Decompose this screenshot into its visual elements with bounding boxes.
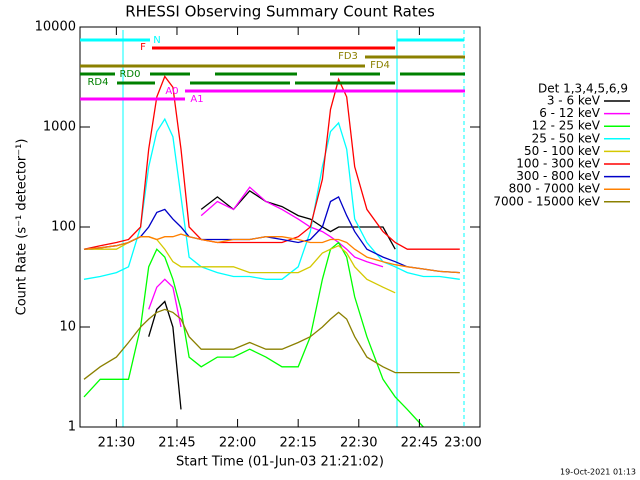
y-tick-label: 10000 — [35, 20, 76, 35]
y-tick-label: 100 — [51, 220, 76, 235]
plot-area — [83, 75, 460, 428]
x-tick-label: 22:15 — [279, 436, 316, 451]
x-axis-label: Start Time (01-Jun-03 21:21:02) — [176, 455, 384, 470]
x-tick-label: 22:30 — [340, 436, 377, 451]
flag-label: A1 — [190, 94, 203, 105]
legend-label: 25 - 50 keV — [532, 131, 601, 145]
flag-label: FD3 — [338, 51, 358, 62]
legend-label: 300 - 800 keV — [516, 169, 600, 183]
legend-label: 12 - 25 keV — [532, 119, 601, 133]
flag-label: RD0 — [119, 69, 140, 80]
legend-label: 6 - 12 keV — [539, 106, 601, 120]
flag-label: RD4 — [87, 77, 108, 88]
footer: 19-Oct-2021 01:13 — [560, 468, 636, 477]
series-line — [83, 233, 460, 274]
x-tick-label: 21:45 — [158, 436, 195, 451]
flag-label: N — [153, 35, 160, 46]
flag-label: FD4 — [370, 60, 390, 71]
x-tick-label: 21:30 — [98, 436, 135, 451]
y-axis-label: Count Rate (s⁻¹ detector⁻¹) — [15, 139, 30, 316]
series-line — [83, 75, 460, 250]
legend-label: 100 - 300 keV — [516, 157, 600, 171]
chart-title: RHESSI Observing Summary Count Rates — [125, 3, 435, 21]
legend-title: Det 1,3,4,5,6,9 — [538, 82, 628, 96]
legend-label: 7000 - 15000 keV — [493, 194, 600, 208]
series-line — [148, 189, 396, 410]
series-line — [83, 308, 460, 380]
flag-label: F — [140, 42, 146, 53]
legend-label: 50 - 100 keV — [524, 144, 601, 158]
y-tick-label: 1 — [68, 420, 76, 435]
x-tick-label: 22:45 — [401, 436, 438, 451]
flag-label: A0 — [165, 86, 178, 97]
legend-label: 800 - 7000 keV — [509, 182, 601, 196]
series-line — [83, 241, 424, 428]
y-tick-label: 1000 — [43, 120, 76, 135]
x-tick-label: 23:00 — [444, 436, 481, 451]
legend-label: 3 - 6 keV — [547, 94, 601, 108]
y-tick-label: 10 — [59, 320, 76, 335]
x-tick-label: 22:00 — [219, 436, 256, 451]
